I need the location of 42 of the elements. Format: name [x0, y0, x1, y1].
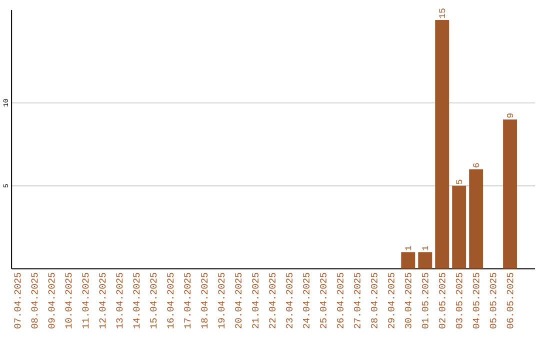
data-label: 15: [439, 8, 446, 18]
data-label: 1: [422, 246, 428, 250]
x-tick-label: 16.04.2025: [167, 273, 174, 328]
x-tick-label: 18.04.2025: [201, 273, 208, 328]
x-tick-label: 28.04.2025: [370, 273, 378, 328]
x-tick-label: 06.05.2025: [506, 273, 514, 329]
x-tick-label: 08.04.2025: [31, 273, 38, 329]
x-tick-label: 22.04.2025: [269, 273, 276, 328]
x-tick-label: 24.04.2025: [303, 273, 310, 328]
x-tick-label: 10.04.2025: [65, 273, 72, 328]
x-tick-label: 30.04.2025: [404, 273, 412, 329]
x-tick-label: 23.04.2025: [286, 273, 292, 328]
x-tick-label: 02.05.2025: [438, 273, 446, 329]
x-tick-label: 26.04.2025: [337, 273, 344, 328]
x-tick-label: 01.05.2025: [422, 273, 428, 329]
bar: [469, 169, 484, 269]
x-tick-label: 07.04.2025: [14, 273, 21, 329]
x-tick-label: 09.04.2025: [48, 273, 55, 329]
x-tick-label: 21.04.2025: [252, 273, 258, 328]
data-label: 1: [405, 246, 412, 250]
x-tick-label: 04.05.2025: [472, 273, 480, 329]
x-tick-label: 14.04.2025: [133, 273, 140, 328]
bar: [435, 20, 450, 269]
x-tick-label: 25.04.2025: [320, 273, 326, 328]
data-label: 6: [473, 163, 480, 168]
x-tick-label: 19.04.2025: [218, 273, 225, 328]
bar: [452, 186, 466, 269]
x-tick-label: 20.04.2025: [235, 273, 242, 328]
x-tick-label: 15.04.2025: [150, 273, 157, 328]
x-tick-label: 13.04.2025: [116, 273, 123, 328]
bar: [418, 252, 432, 269]
x-tick-label: 11.04.2025: [82, 273, 89, 328]
x-tick-label: 17.04.2025: [184, 273, 191, 328]
bar: [503, 120, 518, 269]
x-tick-label: 27.04.2025: [354, 273, 360, 328]
x-tick-label: 29.04.2025: [388, 273, 394, 328]
bar: [401, 252, 416, 269]
data-label: 9: [507, 114, 514, 118]
x-tick-label: 05.05.2025: [490, 273, 496, 329]
x-tick-label: 12.04.2025: [99, 273, 106, 328]
data-label: 5: [456, 180, 462, 184]
x-tick-label: 03.05.2025: [456, 273, 462, 329]
